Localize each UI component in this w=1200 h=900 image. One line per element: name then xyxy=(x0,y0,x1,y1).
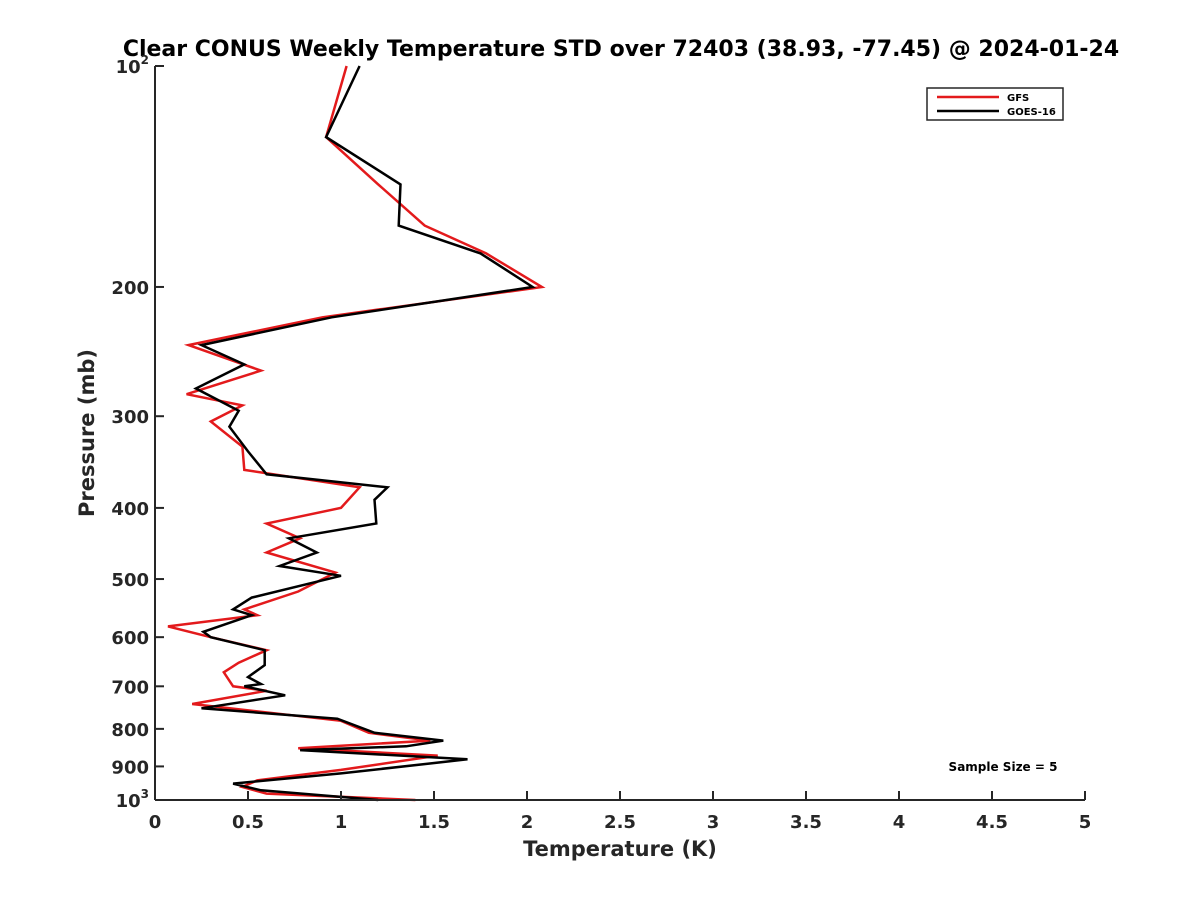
legend-box xyxy=(926,87,1064,121)
chart-title: Clear CONUS Weekly Temperature STD over … xyxy=(123,37,1119,62)
legend: GFS GOES-16 xyxy=(926,87,1064,121)
x-axis-label: Temperature (K) xyxy=(523,837,717,861)
x-tick-label: 4 xyxy=(893,812,906,833)
y-axis-label: Pressure (mb) xyxy=(75,349,99,517)
y-tick-label: 200 xyxy=(111,278,149,299)
x-tick-label: 5 xyxy=(1079,812,1092,833)
x-tick-label: 3 xyxy=(707,812,720,833)
y-tick-label: 400 xyxy=(111,499,149,520)
series-line-goes-16 xyxy=(193,65,537,802)
y-tick-label: 600 xyxy=(111,628,149,649)
legend-label-gfs: GFS xyxy=(1007,93,1029,104)
x-tick-label: 2.5 xyxy=(604,812,636,833)
sample-size-annotation: Sample Size = 5 xyxy=(949,760,1058,774)
y-tick-label: 103 xyxy=(116,787,149,812)
y-tick-label: 500 xyxy=(111,570,149,591)
series-line-gfs xyxy=(167,65,546,802)
axes-layer: 0 0.5 1 1.5 2 2.5 3 3.5 4 4.5 5 102 200 300 400 500 600 7… xyxy=(111,53,1091,833)
x-tick-label: 1.5 xyxy=(418,812,450,833)
y-tick-label: 800 xyxy=(111,720,149,741)
y-tick-label: 700 xyxy=(111,677,149,698)
y-tick-label: 300 xyxy=(111,407,149,428)
x-tick-label: 0 xyxy=(149,812,162,833)
x-tick-label: 2 xyxy=(521,812,534,833)
x-tick-label: 0.5 xyxy=(232,812,264,833)
x-tick-label: 1 xyxy=(335,812,348,833)
y-tick-label: 102 xyxy=(116,53,149,78)
y-tick-label: 900 xyxy=(111,757,149,778)
x-tick-label: 3.5 xyxy=(790,812,822,833)
x-tick-label: 4.5 xyxy=(976,812,1008,833)
series-layer xyxy=(167,65,546,802)
legend-label-goes-16: GOES-16 xyxy=(1007,107,1056,118)
